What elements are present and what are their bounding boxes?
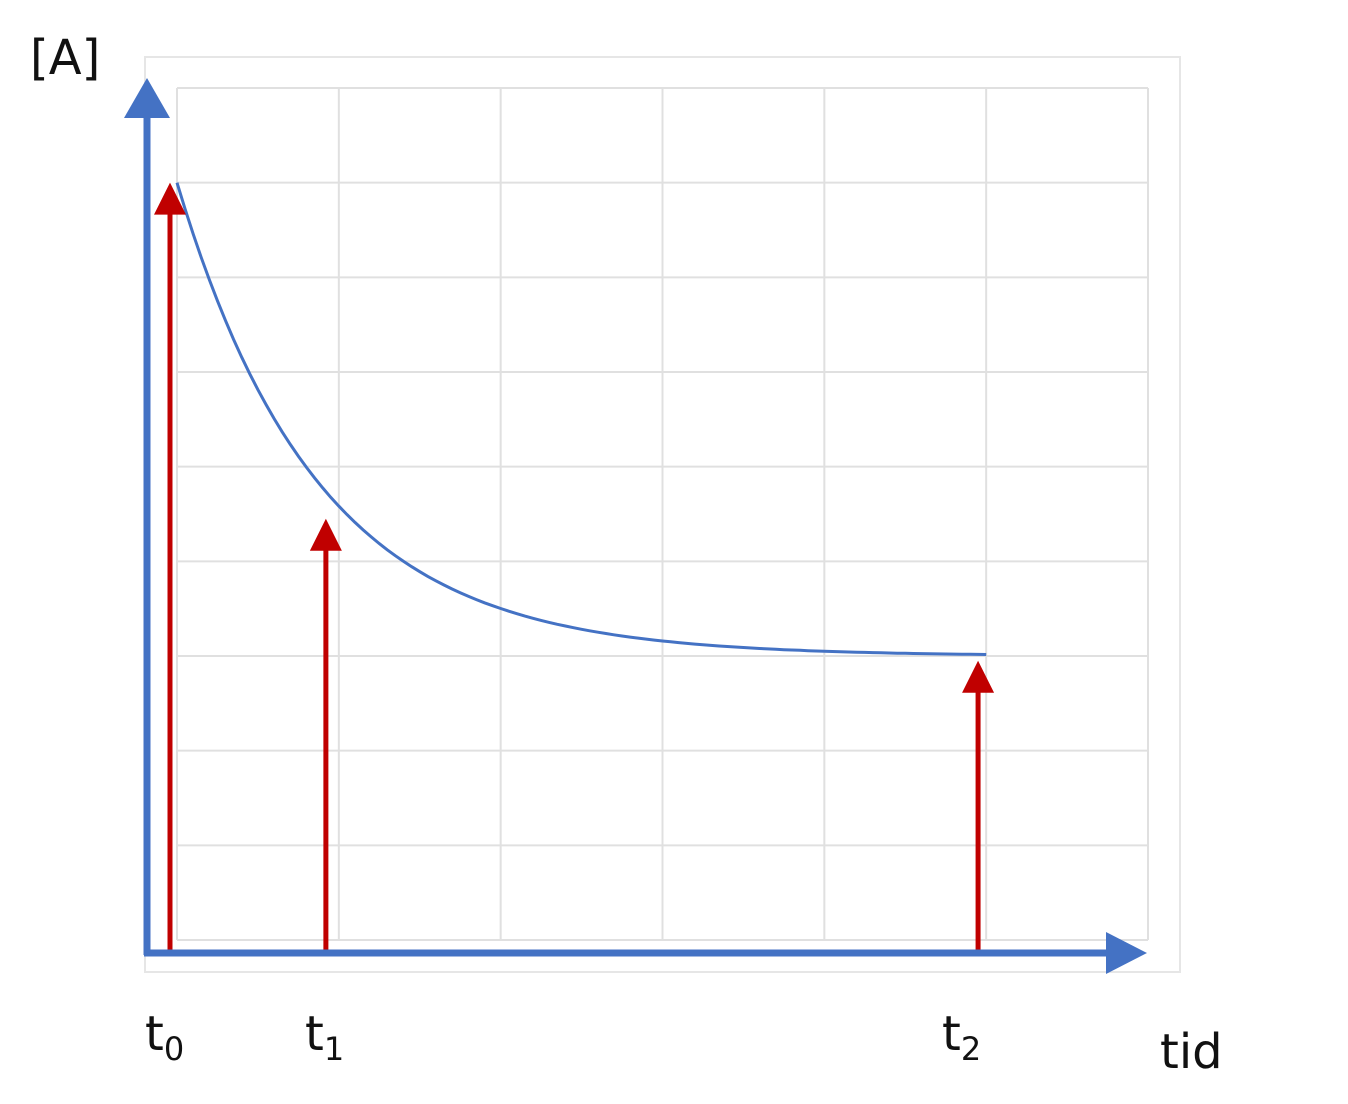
axes bbox=[124, 78, 1147, 974]
t2-label: t2 bbox=[942, 1006, 982, 1068]
t1-label: t1 bbox=[305, 1006, 345, 1068]
t0-label: t0 bbox=[145, 1006, 185, 1068]
decay-curve bbox=[175, 182, 987, 656]
y-axis-label: [A] bbox=[30, 30, 101, 86]
y-axis-arrowhead bbox=[124, 78, 170, 118]
x-axis-label: tid bbox=[1160, 1024, 1223, 1080]
grid bbox=[176, 87, 1149, 941]
arrowhead-t0 bbox=[154, 182, 186, 215]
time-arrows bbox=[154, 182, 995, 953]
arrowhead-t1 bbox=[309, 518, 342, 551]
x-axis-arrowhead bbox=[1106, 932, 1147, 974]
arrowhead-t2 bbox=[962, 660, 995, 693]
